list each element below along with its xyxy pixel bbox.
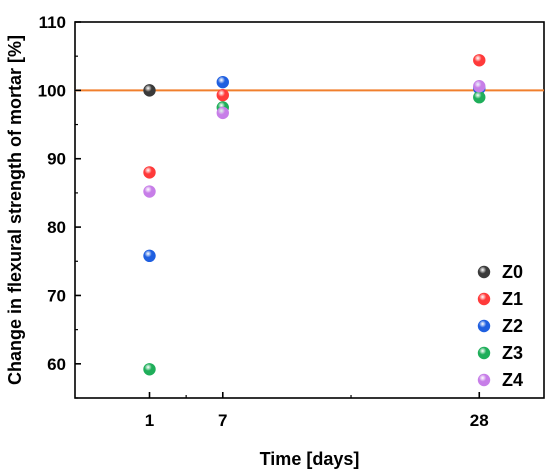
- legend-marker-z3: [477, 346, 491, 360]
- data-point-z3: [143, 363, 156, 376]
- legend-marker-z4: [477, 373, 491, 387]
- x-tick-label: 1: [145, 411, 154, 430]
- data-point-z2: [216, 75, 229, 89]
- legend-label-z0: Z0: [502, 262, 523, 282]
- data-point-z0: [143, 84, 156, 97]
- y-tick-label: 110: [39, 13, 66, 32]
- plot-frame: [74, 21, 545, 399]
- data-point-z1: [143, 166, 156, 179]
- data-point-z4: [216, 106, 229, 120]
- x-axis-title: Time [days]: [260, 449, 360, 469]
- legend-marker-z1: [477, 292, 491, 306]
- data-point-z2: [143, 249, 156, 263]
- data-point-z4: [143, 185, 156, 198]
- legend-label-z3: Z3: [502, 343, 523, 363]
- legend-label-z4: Z4: [502, 370, 523, 390]
- x-tick-label: 28: [470, 411, 489, 430]
- y-tick-label: 80: [47, 218, 66, 237]
- data-point-z4: [473, 80, 486, 93]
- y-tick-label: 70: [47, 286, 66, 305]
- data-point-z1: [473, 54, 486, 67]
- data-point-z3: [473, 90, 486, 104]
- data-point-z1: [216, 88, 229, 102]
- legend-label-z2: Z2: [502, 316, 523, 336]
- y-tick-label: 90: [47, 150, 66, 169]
- legend-marker-z0: [477, 265, 491, 279]
- y-axis-title: Change in flexural strength of mortar [%…: [5, 35, 25, 385]
- y-tick-label: 100: [38, 81, 66, 100]
- legend-marker-z2: [477, 319, 491, 333]
- y-tick-label: 60: [47, 355, 66, 374]
- x-tick-label: 7: [218, 411, 227, 430]
- legend-label-z1: Z1: [502, 289, 523, 309]
